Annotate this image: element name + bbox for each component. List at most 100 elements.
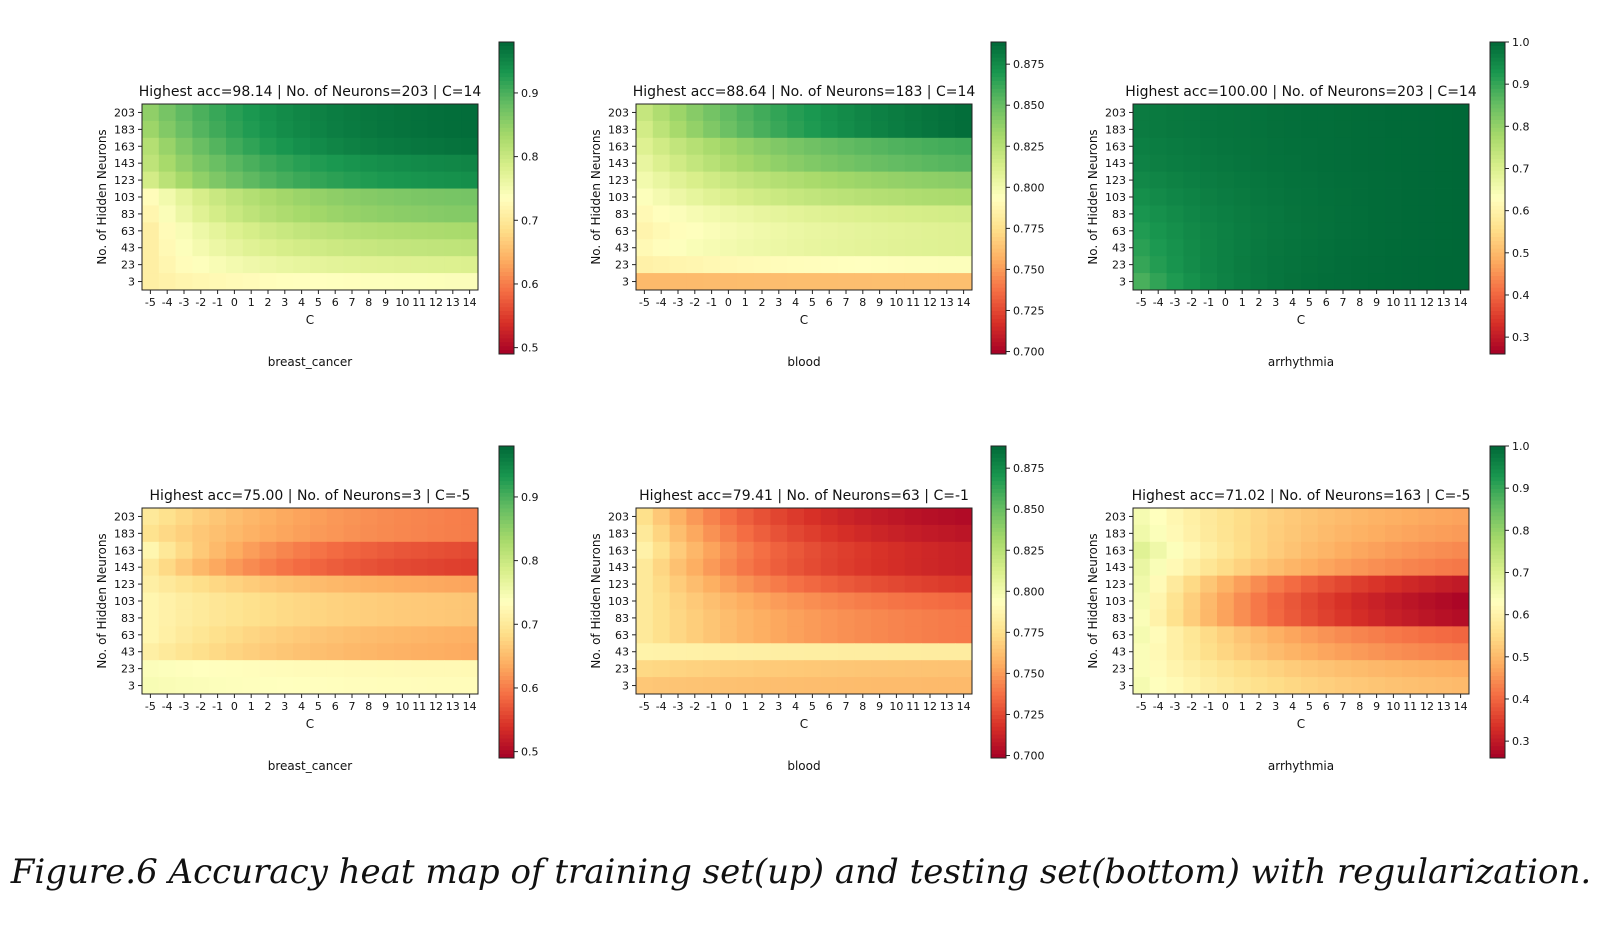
colorbar-segment xyxy=(499,629,514,634)
heatmap-cell xyxy=(854,273,872,291)
colorbar-frame xyxy=(990,41,1007,355)
heatmap-cell xyxy=(904,154,922,173)
heatmap-cell xyxy=(871,188,889,206)
heatmap-cell xyxy=(158,592,176,610)
colorbar-tick-label: 0.8 xyxy=(1512,120,1530,133)
colorbar-segment xyxy=(499,633,514,638)
heatmap-cell xyxy=(1284,575,1302,593)
heatmap-cell xyxy=(921,575,939,593)
colorbar-segment xyxy=(1490,311,1505,316)
heatmap-cell xyxy=(955,626,973,644)
heatmap-cell xyxy=(904,524,922,543)
heatmap-cell xyxy=(703,575,721,593)
heatmap-cell xyxy=(1418,558,1436,577)
heatmap-cell xyxy=(1368,609,1386,627)
dataset-label: arrhythmia xyxy=(1268,759,1334,773)
heatmap-cell xyxy=(259,643,277,661)
colorbar-segment xyxy=(1490,120,1505,125)
colorbar-segment xyxy=(991,648,1006,654)
y-tick-label: 103 xyxy=(608,595,629,608)
heatmap-cell xyxy=(293,137,311,156)
heatmap-cell xyxy=(938,222,956,240)
colorbar-segment xyxy=(1490,338,1505,343)
colorbar-segment xyxy=(991,260,1006,265)
heatmap-cell xyxy=(142,256,160,274)
heatmap-cell xyxy=(175,508,193,526)
colorbar-segment xyxy=(991,746,1006,751)
colorbar-segment xyxy=(1490,162,1505,168)
heatmap-cell xyxy=(1452,677,1470,695)
colorbar-segment xyxy=(499,186,514,191)
heatmap-cell xyxy=(669,120,687,139)
colorbar-segment xyxy=(991,750,1006,755)
heatmap-cell xyxy=(703,660,721,678)
heatmap-cell xyxy=(1334,120,1352,139)
heatmap-cell xyxy=(1334,660,1352,678)
colorbar-tick-label: 0.8 xyxy=(521,151,539,164)
heatmap-cell xyxy=(1200,239,1218,257)
x-tick-label: 7 xyxy=(843,296,850,309)
heatmap-cell xyxy=(1166,273,1184,291)
heatmap-cell xyxy=(938,558,956,577)
y-tick-label: 183 xyxy=(114,527,135,540)
heatmap-cell xyxy=(360,273,378,291)
heatmap-panel-test-arrhythmia: Highest acc=71.02 | No. of Neurons=163 |… xyxy=(1086,440,1530,773)
heatmap-cell xyxy=(720,524,738,543)
heatmap-cell xyxy=(360,626,378,644)
colorbar-segment xyxy=(991,719,1006,724)
heatmap-cell xyxy=(1133,120,1151,139)
heatmap-cell xyxy=(1267,104,1285,122)
heatmap-cell xyxy=(921,120,939,139)
heatmap-cell xyxy=(1334,575,1352,593)
x-tick-label: 4 xyxy=(792,700,799,713)
heatmap-cell xyxy=(1334,558,1352,577)
y-axis-label: No. of Hidden Neurons xyxy=(1086,533,1100,668)
heatmap-cell xyxy=(888,104,906,122)
colorbar-segment xyxy=(499,81,514,86)
heatmap-cell xyxy=(1435,677,1453,695)
heatmap-cell xyxy=(427,188,445,206)
heatmap-cell xyxy=(1418,677,1436,695)
heatmap-cell xyxy=(259,104,277,122)
heatmap-cell xyxy=(276,558,294,577)
heatmap-cell xyxy=(770,677,788,695)
heatmap-cell xyxy=(1267,677,1285,695)
x-tick-label: 11 xyxy=(1403,700,1417,713)
y-tick-label: 103 xyxy=(1105,595,1126,608)
heatmap-cell xyxy=(1217,677,1235,695)
colorbar-segment xyxy=(991,178,1006,183)
colorbar-tick-label: 0.825 xyxy=(1013,140,1045,153)
colorbar-segment xyxy=(1490,695,1505,700)
heatmap-cell xyxy=(1435,626,1453,644)
colorbar-segment xyxy=(1490,477,1505,482)
heatmap-cell xyxy=(427,609,445,627)
heatmap-cell xyxy=(175,120,193,139)
heatmap-cell xyxy=(1183,222,1201,240)
heatmap-cell xyxy=(276,508,294,526)
heatmap-cell xyxy=(394,188,412,206)
heatmap-cell xyxy=(955,256,973,274)
heatmap-cell xyxy=(753,524,771,543)
colorbar-tick-label: 0.5 xyxy=(521,342,539,355)
x-tick-label: 9 xyxy=(382,700,389,713)
heatmap-cell xyxy=(326,626,344,644)
heatmap-cell xyxy=(293,120,311,139)
x-tick-label: 3 xyxy=(775,296,782,309)
heatmap-cell xyxy=(720,592,738,610)
heatmap-cell xyxy=(377,154,395,173)
heatmap-cell xyxy=(158,677,176,695)
heatmap-cell xyxy=(293,609,311,627)
colorbar-segment xyxy=(499,559,514,564)
heatmap-cell xyxy=(1301,541,1319,560)
heatmap-cell xyxy=(360,188,378,206)
heatmap-cell xyxy=(444,609,462,627)
heatmap-cell xyxy=(360,154,378,173)
heatmap-cell xyxy=(310,558,328,577)
heatmap-cell xyxy=(753,222,771,240)
heatmap-cell xyxy=(192,137,210,156)
heatmap-cell xyxy=(736,626,754,644)
heatmap-cell xyxy=(1385,508,1403,526)
heatmap-cell xyxy=(703,120,721,139)
heatmap-cell xyxy=(837,273,855,291)
colorbar-tick-label: 0.9 xyxy=(1512,78,1530,91)
